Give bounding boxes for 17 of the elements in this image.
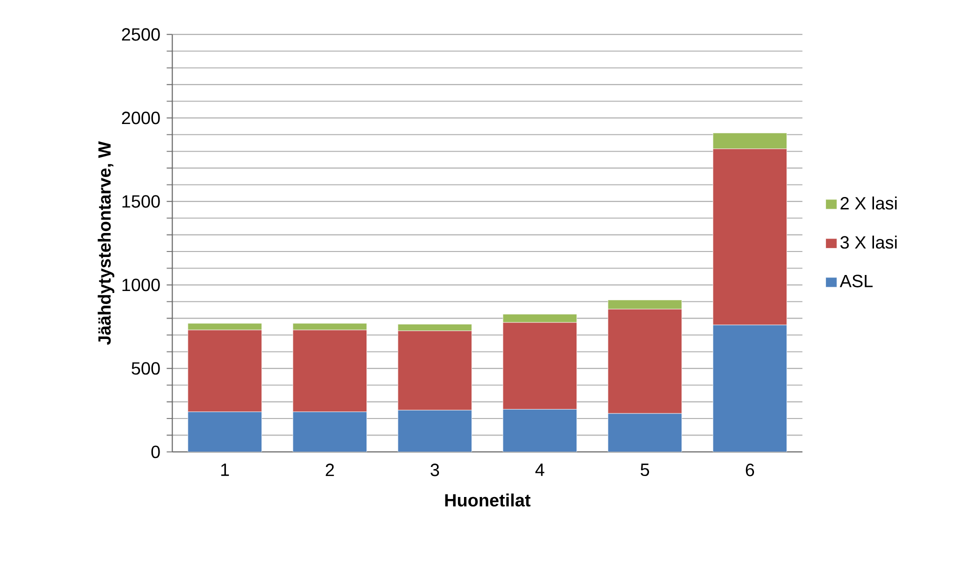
legend-label: 2 X lasi <box>840 196 897 210</box>
x-tick-label: 6 <box>746 464 754 476</box>
x-tick-label: 4 <box>535 464 544 476</box>
x-tick-label: 2 <box>326 464 334 476</box>
x-tick-label: 1 <box>221 464 229 476</box>
x-axis-title: Huonetilat <box>445 494 530 507</box>
y-tick-label: 500 <box>132 362 160 375</box>
y-tick-label: 2000 <box>122 112 160 124</box>
y-tick-label: 2500 <box>122 28 160 41</box>
legend-label: 3 X lasi <box>840 236 897 249</box>
x-tick-label: 3 <box>430 464 439 476</box>
x-tick-label: 5 <box>640 464 650 476</box>
y-tick-label: 1000 <box>122 278 160 292</box>
y-tick-label: 1500 <box>122 195 160 208</box>
y-axis-title: Jäähdytystehontarve, W <box>98 141 114 345</box>
y-tick-label: 0 <box>151 446 160 458</box>
legend-label: ASL <box>840 274 873 288</box>
